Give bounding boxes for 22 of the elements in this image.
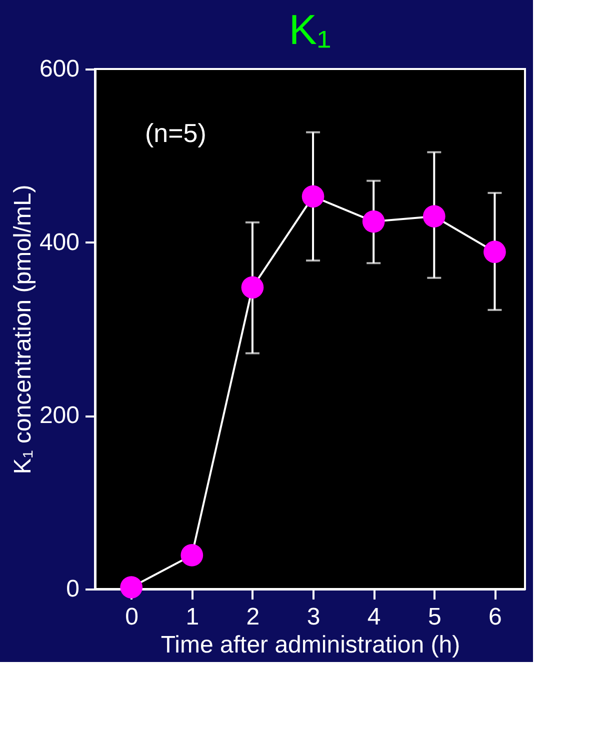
- point: [422, 205, 446, 228]
- annotation: (n=5): [145, 118, 206, 148]
- y-axis-title: K₁ concentration (pmol/mL): [9, 184, 36, 474]
- point: [180, 544, 204, 566]
- y-tick-label: 400: [39, 228, 80, 256]
- point: [484, 240, 506, 264]
- x-axis-title: Time after administration (h): [160, 632, 460, 658]
- x-tick-label: 5: [428, 604, 442, 630]
- chart-title: K₁: [288, 6, 332, 53]
- point: [120, 576, 143, 598]
- x-tick-label: 2: [246, 604, 260, 630]
- point: [302, 185, 324, 208]
- x-tick-label: 3: [306, 604, 320, 630]
- y-tick-label: 0: [66, 576, 80, 602]
- x-tick-label: 0: [125, 604, 139, 630]
- point: [241, 276, 264, 299]
- x-tick-label: 1: [186, 604, 200, 630]
- x-tick-label: 6: [488, 604, 502, 630]
- y-tick-label: 200: [39, 402, 80, 430]
- y-tick-label: 600: [39, 56, 80, 82]
- point: [362, 210, 385, 233]
- x-tick-label: 4: [367, 604, 381, 630]
